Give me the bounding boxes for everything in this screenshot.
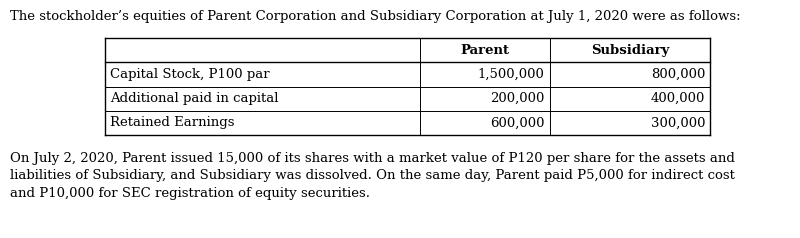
Text: 200,000: 200,000	[490, 92, 545, 105]
Text: 800,000: 800,000	[650, 68, 705, 81]
Text: 600,000: 600,000	[490, 116, 545, 129]
Text: Capital Stock, P100 par: Capital Stock, P100 par	[110, 68, 270, 81]
Text: Parent: Parent	[460, 44, 509, 57]
Text: 400,000: 400,000	[650, 92, 705, 105]
Text: 1,500,000: 1,500,000	[478, 68, 545, 81]
Text: Additional paid in capital: Additional paid in capital	[110, 92, 278, 105]
Text: Retained Earnings: Retained Earnings	[110, 116, 234, 129]
Text: Subsidiary: Subsidiary	[590, 44, 669, 57]
Text: The stockholder’s equities of Parent Corporation and Subsidiary Corporation at J: The stockholder’s equities of Parent Cor…	[10, 10, 741, 23]
Text: On July 2, 2020, Parent issued 15,000 of its shares with a market value of P120 : On July 2, 2020, Parent issued 15,000 of…	[10, 152, 735, 200]
Text: 300,000: 300,000	[650, 116, 705, 129]
